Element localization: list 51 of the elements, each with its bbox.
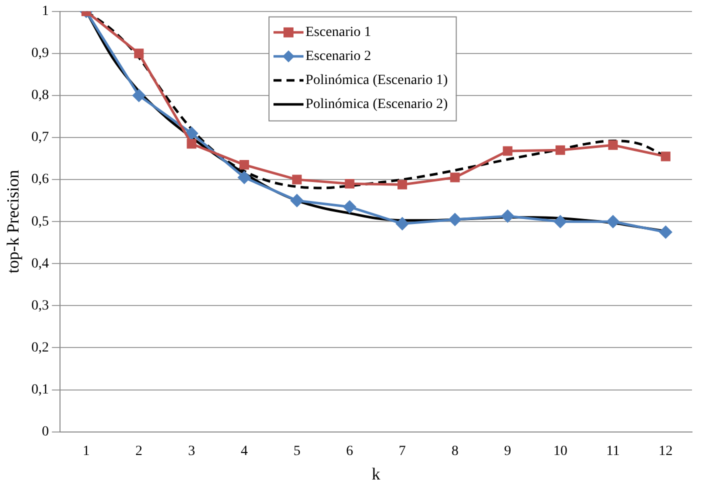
point (238, 171, 251, 184)
point (450, 172, 460, 182)
point (554, 215, 567, 228)
x-tick-label: 10 (553, 444, 568, 459)
point (134, 48, 144, 58)
y-tick-label: 0,4 (31, 256, 49, 272)
x-tick-label: 1 (82, 444, 90, 459)
point (556, 145, 566, 155)
point (606, 215, 620, 228)
point (502, 146, 512, 156)
x-tick-label: 12 (658, 444, 673, 459)
point (186, 139, 196, 149)
x-tick-label: 4 (240, 444, 248, 459)
point (398, 180, 408, 190)
y-tick-label: 0,9 (31, 46, 49, 62)
x-tick-label: 3 (188, 444, 196, 459)
y-tick-label: 0,2 (31, 340, 49, 356)
point (292, 174, 302, 184)
point (185, 127, 198, 140)
y-tick-label: 0 (42, 424, 49, 440)
point (659, 226, 672, 238)
point (343, 200, 356, 214)
x-tick-label: 7 (398, 444, 406, 459)
y-tick-label: 1 (42, 4, 49, 20)
y-axis-title: top-k Precision (4, 169, 23, 274)
y-tick-label: 0,3 (31, 298, 49, 314)
y-tick-label: 0,8 (31, 88, 49, 104)
y-tick-label: 0,6 (31, 172, 49, 188)
point (396, 217, 409, 230)
legend-label: Escenario 2 (305, 49, 372, 64)
point (239, 160, 250, 170)
x-tick-label: 5 (293, 444, 300, 459)
y-tick-label: 0,5 (31, 214, 49, 230)
x-tick-label: 8 (451, 444, 458, 459)
point (608, 140, 618, 150)
point (501, 210, 514, 222)
x-tick-label: 9 (504, 444, 512, 459)
point (448, 213, 462, 226)
point (290, 194, 304, 207)
x-tick-label: 11 (606, 444, 620, 459)
y-tick-label: 0,7 (31, 130, 49, 146)
point (132, 89, 146, 102)
legend-label: Polinómica (Escenario 1) (305, 73, 448, 88)
y-tick-label: 0,1 (31, 382, 49, 398)
x-tick-label: 6 (346, 444, 354, 459)
legend-label: Escenario 1 (305, 25, 372, 40)
x-axis-title: k (372, 464, 381, 484)
point (660, 152, 670, 162)
legend-label: Polinómica (Escenario 2) (305, 97, 448, 112)
point (344, 178, 354, 189)
x-tick-label: 2 (135, 444, 142, 459)
